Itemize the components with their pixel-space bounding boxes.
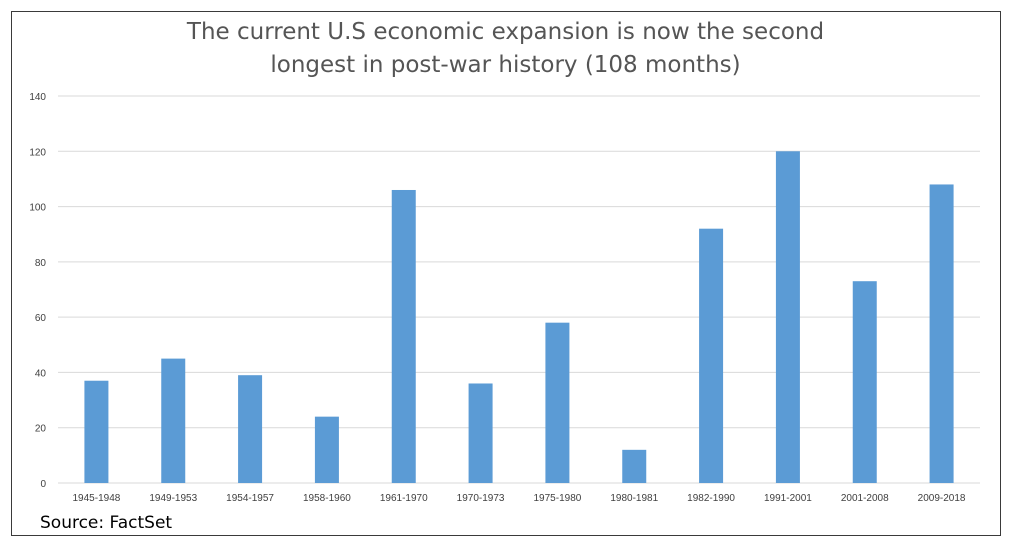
x-tick-label-1958-1960: 1958-1960 [303,493,351,504]
y-tick-label-100: 100 [29,203,46,214]
x-axis-ticks: 1945-1948 1949-1953 1954-1957 1958-1960 1961… [73,493,966,504]
bar-2009-2018 [929,184,954,483]
x-tick-label-1970-1973: 1970-1973 [457,493,505,504]
x-tick-label-2001-2008: 2001-2008 [841,493,889,504]
x-tick-label-1991-2001: 1991-2001 [764,493,812,504]
x-tick-label-1982-1990: 1982-1990 [687,493,735,504]
y-axis-ticks: 0 20 40 60 80 100 120 140 [29,92,46,490]
bar-1961-1970 [391,189,416,483]
x-tick-label-1949-1953: 1949-1953 [149,493,197,504]
bars [84,151,954,484]
x-tick-label-1980-1981: 1980-1981 [610,493,658,504]
x-tick-label-1961-1970: 1961-1970 [380,493,428,504]
bar-1958-1960 [314,416,339,483]
chart-title: The current U.S economic expansion is no… [0,16,1011,82]
y-tick-label-80: 80 [35,258,47,269]
bar-1975-1980 [545,322,570,483]
bar-1970-1973 [468,383,493,483]
y-tick-label-20: 20 [35,424,47,435]
bar-1991-2001 [775,151,800,484]
x-tick-label-2009-2018: 2009-2018 [918,493,966,504]
y-tick-label-40: 40 [35,368,47,379]
y-tick-label-140: 140 [29,92,46,103]
x-tick-label-1945-1948: 1945-1948 [73,493,121,504]
bar-1949-1953 [161,358,186,483]
bar-1982-1990 [699,228,724,483]
grid-lines [58,95,980,484]
chart-title-line-1: The current U.S economic expansion is no… [186,19,825,45]
source-label: Source: FactSet [40,513,173,533]
bar-1980-1981 [622,449,647,483]
bar-1945-1948 [84,380,109,483]
y-tick-label-60: 60 [35,313,47,324]
x-tick-label-1954-1957: 1954-1957 [226,493,274,504]
chart-title-line-2: longest in post-war history (108 months) [270,52,741,78]
x-tick-label-1975-1980: 1975-1980 [534,493,582,504]
y-tick-label-120: 120 [29,147,46,158]
bar-2001-2008 [852,281,877,483]
y-tick-label-0: 0 [40,479,46,490]
bar-1954-1957 [238,375,263,483]
